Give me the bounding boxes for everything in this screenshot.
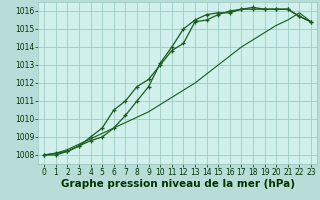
X-axis label: Graphe pression niveau de la mer (hPa): Graphe pression niveau de la mer (hPa)	[60, 179, 295, 189]
